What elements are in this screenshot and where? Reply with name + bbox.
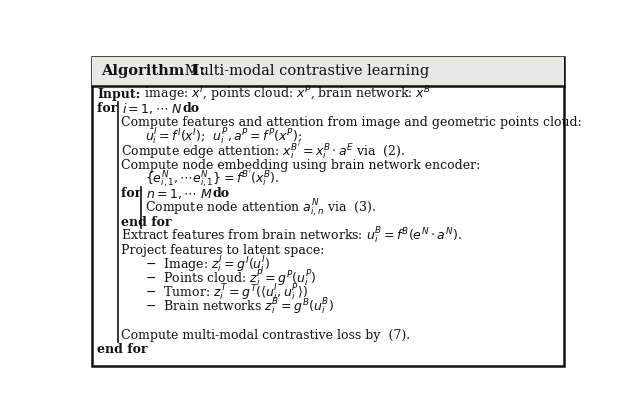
Text: $i = 1, \cdots$ $N$: $i = 1, \cdots$ $N$: [122, 101, 183, 116]
Text: for: for: [97, 102, 122, 115]
Text: $u_i^I = f^I(x^I)$;  $u_i^P, a^P = f^P(x^P)$;: $u_i^I = f^I(x^I)$; $u_i^P, a^P = f^P(x^…: [145, 127, 302, 147]
Text: Compute features and attention from image and geometric points cloud:: Compute features and attention from imag…: [121, 116, 582, 130]
Text: $\{e_{i,1}^N, \cdots e_{i,1}^N\} = f^{B'}(x_i^B)$.: $\{e_{i,1}^N, \cdots e_{i,1}^N\} = f^{B'…: [145, 169, 279, 190]
Text: Compute node embedding using brain network encoder:: Compute node embedding using brain netwo…: [121, 159, 481, 172]
Text: $-$  Tumor: $z_i^T = g^T(\langle u_i^I, u_i^P\rangle)$: $-$ Tumor: $z_i^T = g^T(\langle u_i^I, u…: [145, 283, 308, 303]
Text: Compute node attention $a_{i,n}^N$ via  (3).: Compute node attention $a_{i,n}^N$ via (…: [145, 197, 376, 219]
Text: $-$  Points cloud: $z_i^P = g^P(u_i^P)$: $-$ Points cloud: $z_i^P = g^P(u_i^P)$: [145, 268, 317, 289]
Text: image: $x^I$, points cloud: $x^P$, brain network: $x^B$: image: $x^I$, points cloud: $x^P$, brain…: [141, 85, 431, 104]
Text: end for: end for: [97, 343, 148, 356]
Bar: [92, 56, 564, 86]
Text: $-$  Brain networks $z_i^B = g^B(u_i^B)$: $-$ Brain networks $z_i^B = g^B(u_i^B)$: [145, 297, 334, 317]
Text: Input:: Input:: [97, 88, 141, 101]
Text: Algorithm 1:: Algorithm 1:: [101, 64, 205, 79]
Text: end for: end for: [121, 216, 172, 229]
Text: do: do: [183, 102, 200, 115]
Text: for: for: [121, 187, 146, 200]
Text: Multi-modal contrastive learning: Multi-modal contrastive learning: [180, 64, 429, 79]
Text: $n = 1, \cdots$ $M$: $n = 1, \cdots$ $M$: [146, 187, 212, 201]
Text: Extract features from brain networks: $u_i^B = f^B(e^N \cdot a^N)$.: Extract features from brain networks: $u…: [121, 226, 462, 246]
Text: Compute multi-modal contrastive loss by  (7).: Compute multi-modal contrastive loss by …: [121, 329, 410, 342]
Text: Compute edge attention: $x_i^{B'} = x_i^B \cdot a^E$ via  (2).: Compute edge attention: $x_i^{B'} = x_i^…: [121, 141, 405, 161]
Text: $-$  Image: $z_i^I = g^I(u_i^I)$: $-$ Image: $z_i^I = g^I(u_i^I)$: [145, 255, 270, 275]
Text: Project features to latent space:: Project features to latent space:: [121, 244, 324, 257]
Text: do: do: [212, 187, 230, 200]
